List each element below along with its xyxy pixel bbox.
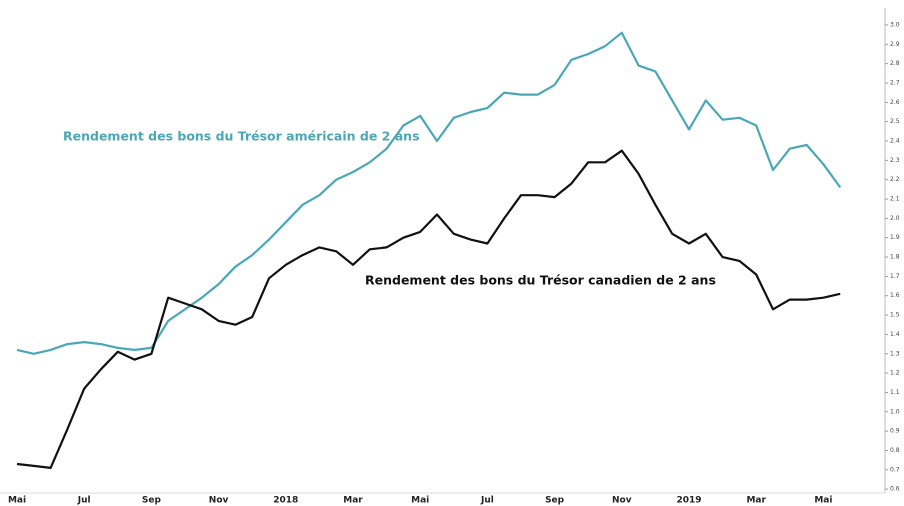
y-tick-label: 1.6 (890, 292, 900, 299)
annotation: Rendement des bons du Trésor américain d… (63, 129, 420, 144)
x-tick-label: Mai (814, 496, 832, 506)
y-tick-label: 2.1 (890, 196, 900, 203)
y-tick-label: 1.0 (890, 408, 900, 415)
annotation: Rendement des bons du Trésor canadien de… (365, 273, 716, 288)
y-tick-label: 0.7 (890, 466, 900, 473)
x-tick-label: 2019 (676, 496, 701, 506)
y-tick-label: 0.6 (890, 486, 900, 493)
y-tick-label: 1.1 (890, 389, 900, 396)
y-tick-label: 2.2 (890, 176, 900, 183)
y-tick-label: 2.3 (890, 157, 900, 164)
x-tick-label: Sep (142, 496, 162, 506)
y-tick-label: 1.8 (890, 254, 900, 261)
series-line (16, 31, 842, 355)
series-line (16, 149, 841, 469)
y-tick-label: 3.0 (890, 21, 900, 28)
y-tick-label: 1.4 (890, 331, 900, 338)
x-tick-label: Mar (746, 496, 766, 506)
y-tick-label: 2.4 (890, 138, 900, 145)
x-tick-label: Mai (8, 496, 26, 506)
x-tick-label: Nov (209, 496, 229, 506)
y-tick-label: 0.8 (890, 447, 900, 454)
y-tick-label: 1.5 (890, 312, 900, 319)
x-tick-label: Jul (480, 496, 494, 506)
y-tick-label: 2.9 (890, 41, 900, 48)
x-tick-label: Mai (411, 496, 429, 506)
x-tick-label: Jul (77, 496, 91, 506)
x-tick-label: Mar (343, 496, 363, 506)
y-tick-label: 2.6 (890, 99, 900, 106)
y-tick-label: 2.7 (890, 79, 900, 86)
y-tick-label: 2.8 (890, 60, 900, 67)
y-tick-label: 2.5 (890, 118, 900, 125)
y-tick-label: 1.9 (890, 234, 900, 241)
x-tick-label: Nov (612, 496, 632, 506)
y-tick-label: 2.0 (890, 215, 900, 222)
y-tick-label: 1.7 (890, 273, 900, 280)
y-tick-label: 1.3 (890, 350, 900, 357)
x-tick-label: Sep (545, 496, 565, 506)
y-tick-label: 0.9 (890, 428, 900, 435)
y-tick-label: 1.2 (890, 370, 900, 377)
x-tick-label: 2018 (273, 496, 298, 506)
